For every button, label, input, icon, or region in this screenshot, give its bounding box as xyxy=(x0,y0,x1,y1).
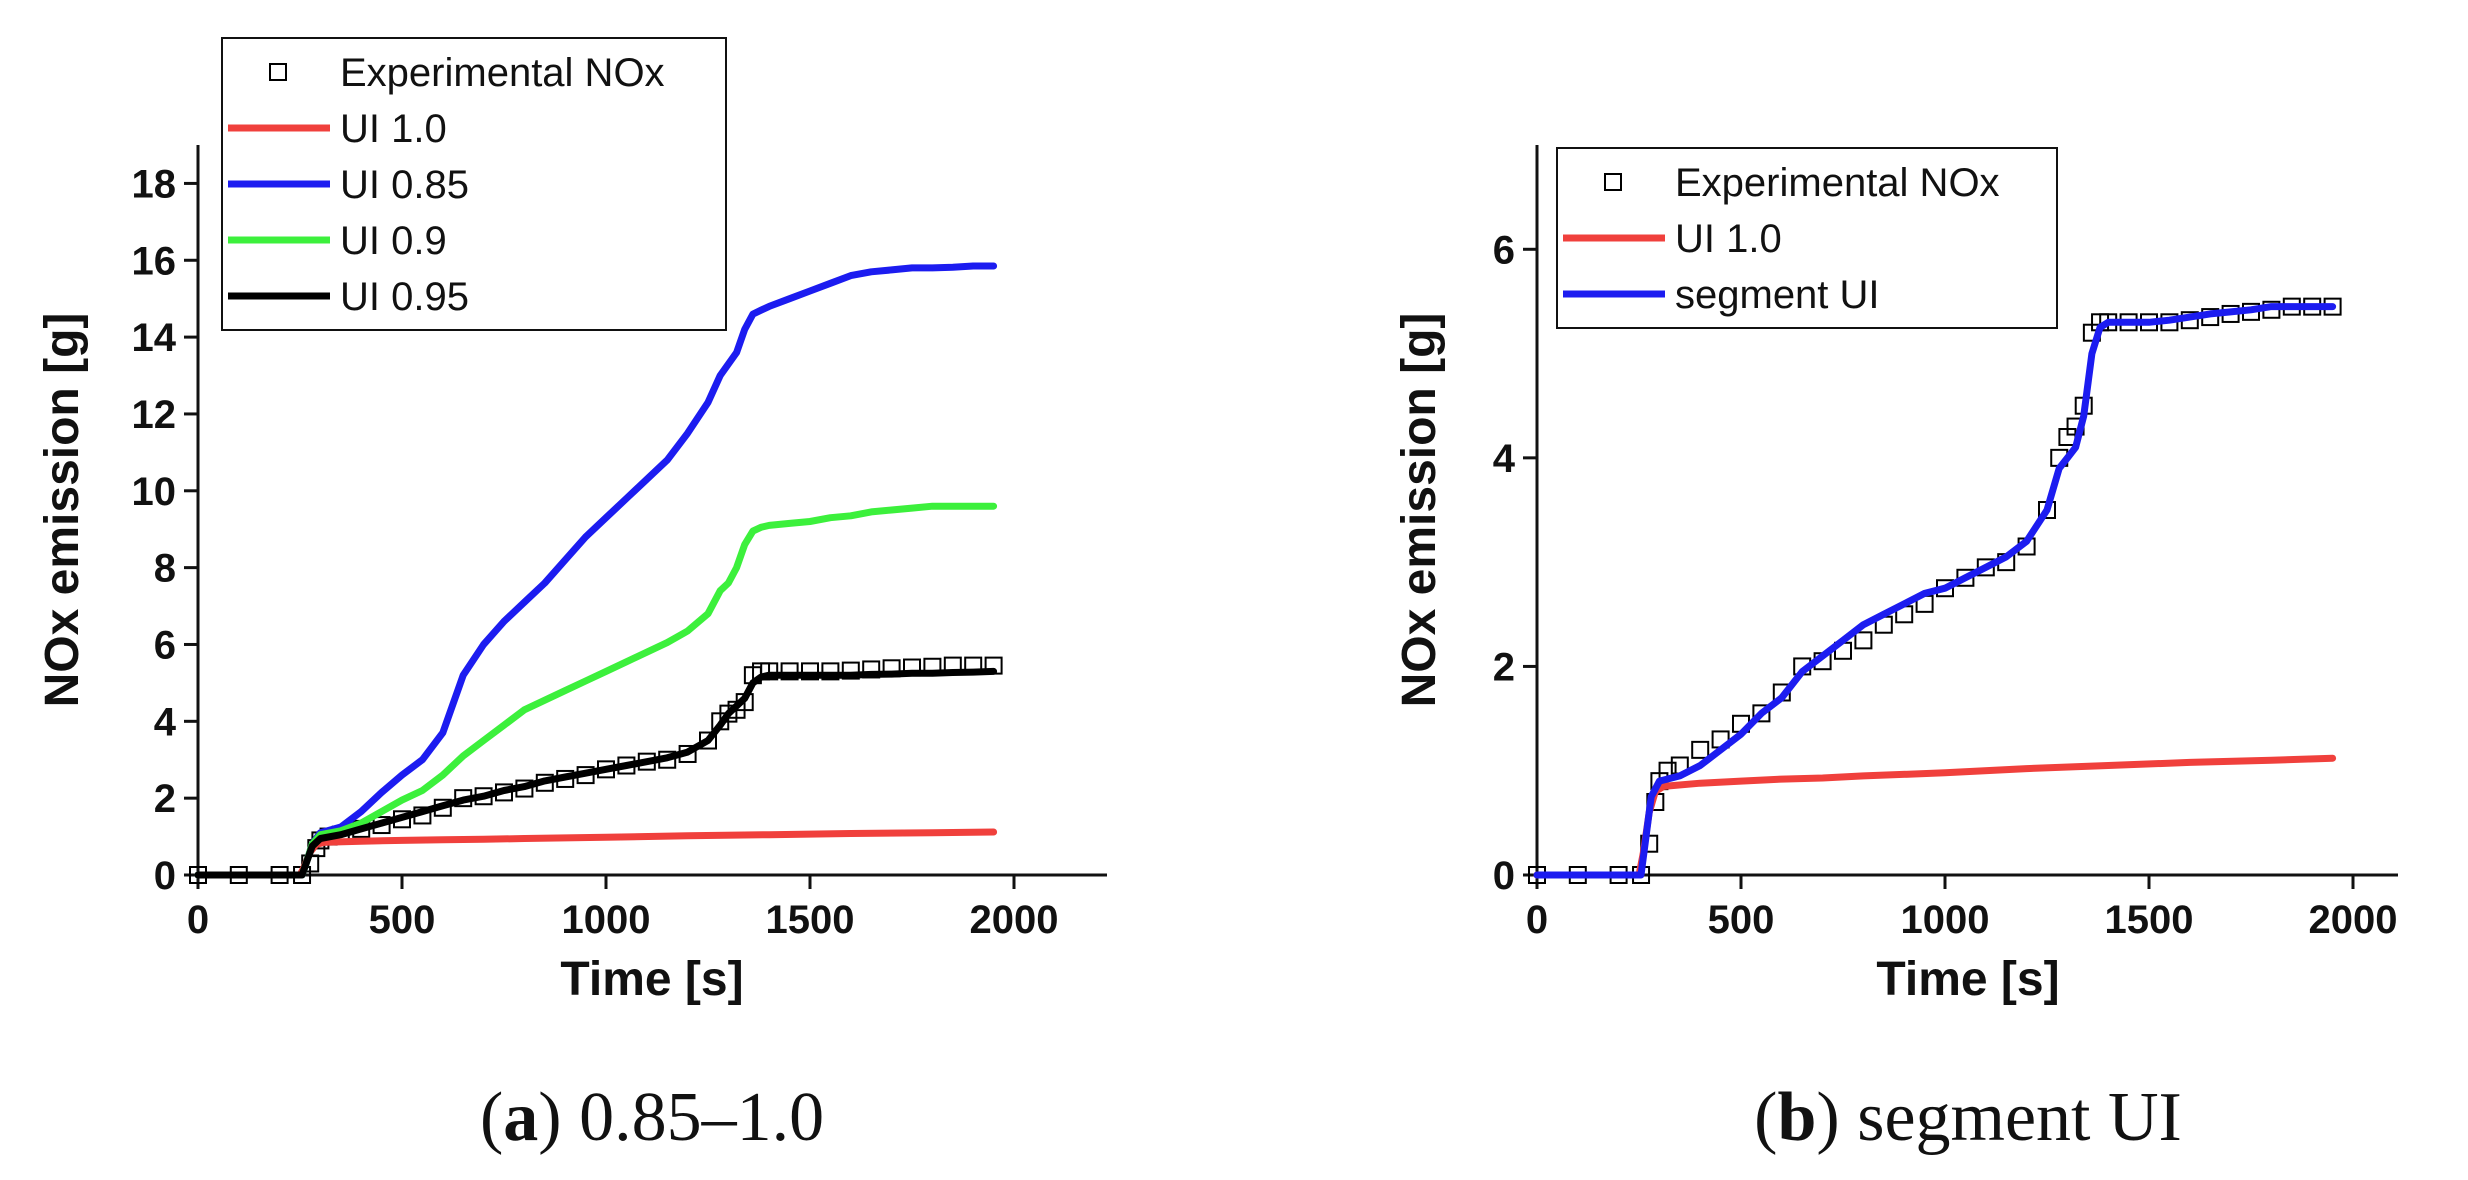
data-point-experimental-nox xyxy=(1752,704,1771,723)
x-tick-label: 1500 xyxy=(766,898,855,942)
y-tick-label: 6 xyxy=(154,623,176,667)
legend-label: UI 1.0 xyxy=(340,107,447,151)
x-ticks: 0 500 1000 1500 2000 xyxy=(1526,875,2398,942)
legend-marker-experimental-nox xyxy=(1604,173,1622,191)
y-tick-label: 0 xyxy=(154,854,176,898)
x-axis-title: Time [s] xyxy=(560,953,743,1006)
x-tick-label: 500 xyxy=(1708,898,1775,942)
series-layer xyxy=(1528,297,2342,884)
data-point-experimental-nox xyxy=(821,662,840,681)
y-tick-label: 6 xyxy=(1493,228,1515,272)
series-layer xyxy=(189,262,1003,884)
y-tick-label: 4 xyxy=(1493,437,1516,481)
caption-b-letter: b xyxy=(1777,1079,1816,1156)
data-point-experimental-nox xyxy=(1854,631,1873,650)
x-tick-label: 0 xyxy=(187,898,209,942)
y-tick-label: 18 xyxy=(132,162,177,206)
series-line-ui-0-9 xyxy=(194,502,998,879)
y-tick-label: 14 xyxy=(132,316,177,360)
x-tick-label: 500 xyxy=(369,898,436,942)
y-tick-label: 16 xyxy=(132,239,177,283)
y-tick-label: 10 xyxy=(132,470,177,514)
data-point-experimental-nox xyxy=(1691,740,1710,759)
panel-b: 0 500 1000 1500 2000 0 2 4 6 Time [s] NOx emiss… xyxy=(1393,145,2398,1156)
y-tick-label: 4 xyxy=(154,700,177,744)
legend: Experimental NOx UI 1.0 segment UI xyxy=(1556,147,2058,329)
legend-label: UI 1.0 xyxy=(1675,217,1782,261)
y-ticks: 0 2 4 6 8 10 12 14 16 18 xyxy=(132,162,198,898)
y-tick-label: 2 xyxy=(1493,645,1515,689)
x-tick-label: 0 xyxy=(1526,898,1548,942)
y-axis-title: NOx emission [g] xyxy=(1393,313,1446,708)
series-line-ui-0-85 xyxy=(194,262,998,879)
caption-a-letter: a xyxy=(503,1079,538,1156)
x-tick-label: 1000 xyxy=(1901,898,1990,942)
legend-marker-experimental-nox xyxy=(269,63,287,81)
data-point-experimental-nox xyxy=(1956,568,1975,587)
x-tick-label: 1500 xyxy=(2105,898,2194,942)
legend-label: Experimental NOx xyxy=(340,51,665,95)
caption-b-text: segment UI xyxy=(1857,1079,2182,1156)
data-point-experimental-nox xyxy=(780,662,799,681)
y-tick-label: 2 xyxy=(154,777,176,821)
data-point-experimental-nox xyxy=(801,662,819,681)
legend-label: Experimental NOx xyxy=(1675,161,2000,205)
x-tick-label: 2000 xyxy=(2309,898,2398,942)
x-tick-label: 1000 xyxy=(562,898,651,942)
x-tick-label: 2000 xyxy=(970,898,1059,942)
data-point-experimental-nox xyxy=(1976,558,1995,577)
legend-entries: Experimental NOx UI 1.0 segment UI xyxy=(1563,161,2000,317)
legend: Experimental NOx UI 1.0 UI 0.85 UI 0.9 UI 0.… xyxy=(221,37,727,331)
caption-a: (a) 0.85–1.0 xyxy=(480,1079,824,1156)
legend-label: UI 0.9 xyxy=(340,219,447,263)
data-point-experimental-nox xyxy=(699,731,717,750)
series-line-segment-ui xyxy=(1533,303,2337,879)
y-tick-label: 8 xyxy=(154,547,176,591)
data-point-experimental-nox xyxy=(760,662,779,681)
x-ticks: 0 500 1000 1500 2000 xyxy=(187,875,1059,942)
x-axis-title: Time [s] xyxy=(1876,953,2059,1006)
legend-label: UI 0.85 xyxy=(340,163,469,207)
series-line-ui-1-0 xyxy=(1533,754,2337,879)
legend-label: segment UI xyxy=(1675,273,1880,317)
legend-entries: Experimental NOx UI 1.0 UI 0.85 UI 0.9 UI 0.… xyxy=(228,51,665,319)
legend-label: UI 0.95 xyxy=(340,275,469,319)
caption-a-text: 0.85–1.0 xyxy=(579,1079,824,1156)
series-line-ui-0-95 xyxy=(194,667,998,879)
panel-a: 0 500 1000 1500 2000 0 2 4 6 8 10 12 14 16 18 Time [s… xyxy=(36,37,1107,1156)
y-axis-title: NOx emission [g] xyxy=(36,313,89,708)
caption-b: (b) segment UI xyxy=(1754,1079,2182,1156)
y-ticks: 0 2 4 6 xyxy=(1493,228,1537,898)
y-tick-label: 0 xyxy=(1493,854,1515,898)
y-tick-label: 12 xyxy=(132,393,177,437)
